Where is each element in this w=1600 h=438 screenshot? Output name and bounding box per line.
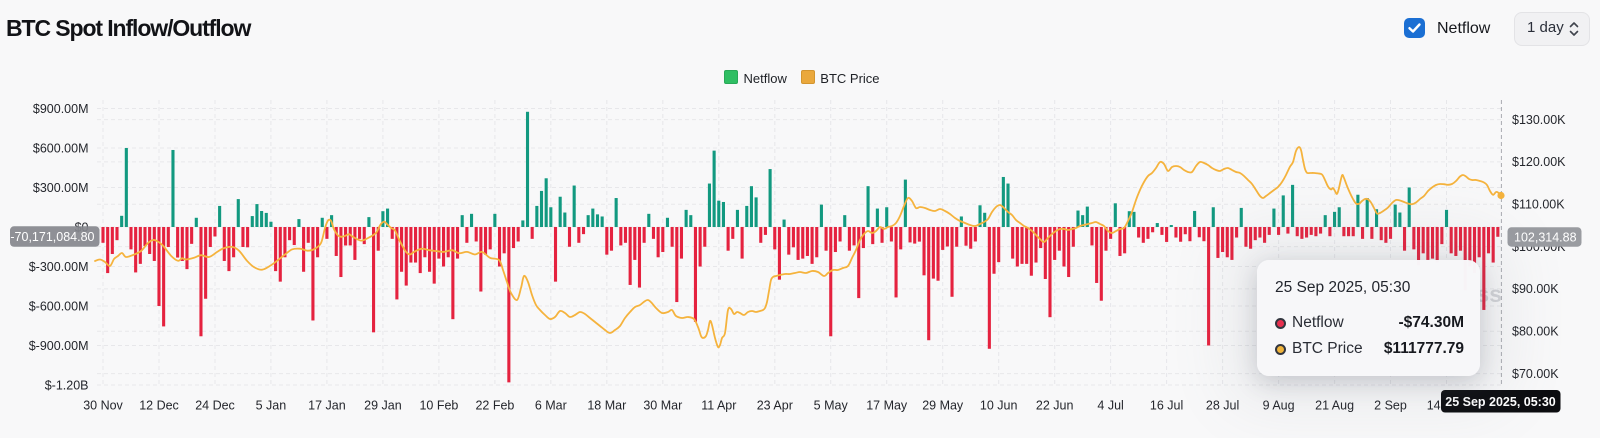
svg-text:30 Mar: 30 Mar bbox=[643, 399, 682, 413]
svg-text:$900.00M: $900.00M bbox=[33, 102, 89, 116]
svg-text:$110.00K: $110.00K bbox=[1512, 198, 1565, 212]
svg-text:9 Aug: 9 Aug bbox=[1263, 399, 1295, 413]
svg-text:18 Mar: 18 Mar bbox=[587, 399, 626, 413]
svg-text:5 May: 5 May bbox=[814, 399, 849, 413]
svg-text:24 Dec: 24 Dec bbox=[195, 399, 235, 413]
svg-text:22 Jun: 22 Jun bbox=[1036, 399, 1074, 413]
svg-text:$120.00K: $120.00K bbox=[1512, 155, 1566, 169]
svg-text:23 Apr: 23 Apr bbox=[757, 399, 793, 413]
svg-text:$-600.00M: $-600.00M bbox=[29, 299, 89, 313]
svg-text:10 Feb: 10 Feb bbox=[419, 399, 458, 413]
svg-text:$-300.00M: $-300.00M bbox=[29, 260, 89, 274]
svg-text:5 Jan: 5 Jan bbox=[256, 399, 287, 413]
svg-text:-70,171,084.80: -70,171,084.80 bbox=[10, 230, 94, 244]
svg-text:16 Jul: 16 Jul bbox=[1150, 399, 1183, 413]
svg-text:$-1.20B: $-1.20B bbox=[45, 378, 89, 392]
svg-text:10 Jun: 10 Jun bbox=[980, 399, 1018, 413]
svg-text:$600.00M: $600.00M bbox=[33, 141, 89, 155]
svg-text:$70.00K: $70.00K bbox=[1512, 367, 1559, 381]
svg-text:29 Jan: 29 Jan bbox=[364, 399, 402, 413]
svg-text:17 Jan: 17 Jan bbox=[308, 399, 346, 413]
svg-text:$90.00K: $90.00K bbox=[1512, 282, 1559, 296]
svg-text:4 Jul: 4 Jul bbox=[1097, 399, 1123, 413]
svg-text:102,314.88: 102,314.88 bbox=[1514, 230, 1577, 244]
svg-text:$300.00M: $300.00M bbox=[33, 181, 89, 195]
svg-text:12 Dec: 12 Dec bbox=[139, 399, 179, 413]
svg-text:$80.00K: $80.00K bbox=[1512, 325, 1559, 339]
svg-text:22 Feb: 22 Feb bbox=[475, 399, 514, 413]
svg-text:29 May: 29 May bbox=[922, 399, 964, 413]
svg-text:21 Aug: 21 Aug bbox=[1315, 399, 1354, 413]
svg-text:25 Sep 2025, 05:30: 25 Sep 2025, 05:30 bbox=[1445, 395, 1556, 409]
svg-text:11 Apr: 11 Apr bbox=[701, 399, 736, 413]
svg-text:$-900.00M: $-900.00M bbox=[29, 339, 89, 353]
svg-text:$130.00K: $130.00K bbox=[1512, 113, 1566, 127]
svg-text:28 Jul: 28 Jul bbox=[1206, 399, 1239, 413]
svg-text:2 Sep: 2 Sep bbox=[1374, 399, 1407, 413]
svg-text:17 May: 17 May bbox=[866, 399, 908, 413]
svg-text:30 Nov: 30 Nov bbox=[83, 399, 123, 413]
svg-text:6 Mar: 6 Mar bbox=[535, 399, 567, 413]
